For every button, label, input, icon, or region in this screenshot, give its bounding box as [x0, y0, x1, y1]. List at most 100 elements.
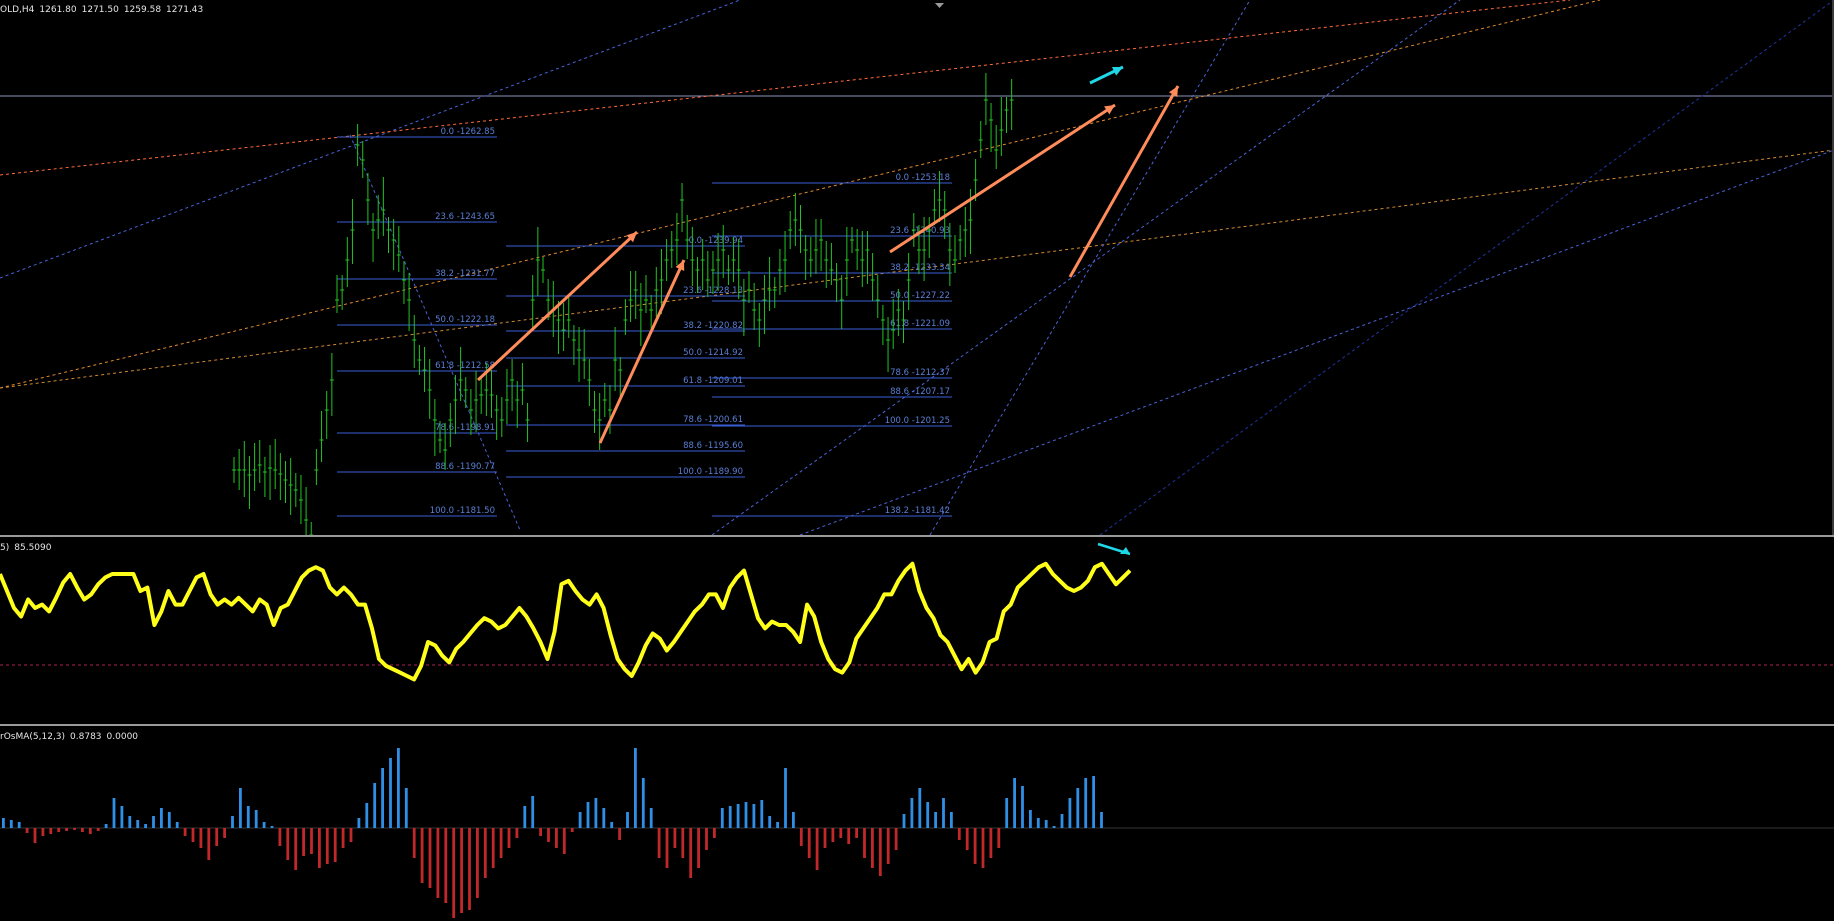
oscillator-pane[interactable]: 5) 85.5090 [0, 538, 1834, 726]
fib-level-label: 78.6 -1212.37 [890, 368, 950, 378]
osma-bar-negative [302, 828, 305, 856]
osma-pane[interactable]: rOsMA(5,12,3) 0.8783 0.0000 [0, 727, 1834, 921]
osma-bar-positive [926, 802, 930, 828]
shift-marker-icon[interactable] [935, 3, 944, 8]
osma-bar-negative [460, 828, 463, 913]
osma-bar-positive [1029, 810, 1032, 828]
osma-bar-positive [602, 808, 606, 828]
osma-bar-positive [1021, 786, 1024, 828]
osma-bar-negative [570, 828, 574, 832]
osma-bar-positive [918, 788, 922, 828]
oscillator-canvas[interactable] [0, 538, 1834, 724]
osma-bar-positive [357, 818, 361, 828]
osma-bar-positive [523, 806, 527, 828]
osma-bar-positive [1044, 820, 1048, 828]
osma-bar-negative [278, 828, 282, 846]
fib-level-label: 100.0 -1201.25 [885, 416, 950, 426]
osma-bar-negative [499, 828, 503, 858]
fib-level-label: 50.0 -1214.92 [683, 348, 743, 358]
trend-line-2[interactable] [0, 0, 1601, 389]
osma-bar-positive [578, 812, 582, 828]
oscillator-header: 5) 85.5090 [0, 543, 56, 553]
trend-line-7[interactable] [1099, 0, 1834, 535]
trend-line-1[interactable] [0, 0, 1571, 176]
fib-level-label: 88.6 -1190.77 [435, 462, 495, 472]
osma-bar-negative [539, 828, 542, 836]
osma-bar-positive [373, 783, 377, 828]
osma-bar-positive [934, 812, 937, 828]
osma-bar-positive [270, 826, 274, 828]
trend-arrow-3[interactable] [1068, 85, 1180, 278]
osma-bar-positive [381, 768, 384, 828]
osma-bar-negative [665, 828, 669, 868]
osma-bar-negative [886, 828, 890, 864]
trend-line-5[interactable] [711, 0, 1461, 535]
osma-bar-negative [878, 828, 882, 876]
osma-bar-negative [444, 828, 448, 903]
osma-bar-negative [705, 828, 708, 850]
osma-bar-negative [341, 828, 345, 848]
osma-bar-negative [815, 828, 819, 870]
osma-bar-negative [515, 828, 519, 838]
osma-bar-positive [144, 824, 147, 828]
osma-bar-negative [452, 828, 456, 918]
symbol-label: OLD,H4 [0, 5, 35, 15]
fib-level-label: 61.8 -1221.09 [890, 319, 950, 329]
fib-level-label: 100.0 -1189.90 [678, 467, 743, 477]
osma-bar-positive [1013, 778, 1016, 828]
fib-level-label: 23.6 -1243.65 [435, 212, 495, 222]
osma-canvas[interactable] [0, 727, 1834, 921]
osma-bar-negative [562, 828, 566, 854]
osma-bar-positive [365, 803, 369, 828]
trend-arrow-0[interactable] [476, 230, 639, 382]
osma-bar-positive [610, 822, 614, 828]
price-chart-canvas[interactable]: 0.0 -1262.85 23.6 -1243.65 38.2 -1231.77 50… [0, 0, 1834, 535]
osma-bar-negative [33, 828, 37, 843]
osma-bar-negative [73, 828, 76, 830]
osma-bar-negative [183, 828, 187, 836]
osma-bar-negative [618, 828, 621, 840]
osma-bar-negative [65, 828, 68, 831]
osma-bar-positive [1036, 818, 1040, 828]
osma-bar-negative [191, 828, 195, 842]
trend-line-6[interactable] [929, 0, 1251, 535]
osma-bar-positive [634, 748, 637, 828]
fib-level-label: 0.0 -1262.85 [441, 127, 495, 137]
osma-bar-positive [1052, 826, 1056, 828]
price-chart-pane[interactable]: OLD,H4 1261.80 1271.50 1259.58 1271.43 0.0 -… [0, 0, 1834, 537]
arrowhead-icon [675, 260, 685, 271]
osma-bar-negative [468, 828, 471, 910]
arrowhead-icon [1104, 105, 1115, 115]
osma-bar-positive [950, 812, 953, 828]
osma-bar-positive [1068, 798, 1072, 828]
price-header: OLD,H4 1261.80 1271.50 1259.58 1271.43 [0, 5, 208, 15]
oscillator-label: 5) [0, 543, 10, 553]
osma-value-2: 0.0000 [106, 732, 139, 742]
osma-bar-positive [160, 808, 163, 828]
osma-bar-positive [17, 822, 21, 828]
osma-bar-positive [942, 798, 945, 828]
oscillator-value: 85.5090 [14, 543, 52, 553]
osma-bar-positive [239, 788, 242, 828]
osma-bar-positive [231, 816, 234, 828]
osma-bar-positive [1092, 776, 1095, 828]
osma-bar-positive [649, 808, 653, 828]
trend-arrow-1[interactable] [598, 259, 686, 444]
arrowhead-icon [1168, 86, 1178, 97]
osma-bar-negative [199, 828, 203, 848]
osma-bar-negative [88, 828, 92, 834]
trend-line-4[interactable] [799, 149, 1834, 535]
osma-bar-positive [594, 798, 598, 828]
trend-arrow-2[interactable] [889, 103, 1116, 254]
osma-bar-negative [49, 828, 53, 834]
fib-level-label: 138.2 -1181.42 [885, 506, 950, 516]
chart-right-edge [1832, 0, 1834, 535]
low-value: 1259.58 [123, 5, 162, 15]
fib-level-label: 50.0 -1227.22 [890, 291, 950, 301]
trend-line-3[interactable] [0, 149, 1834, 389]
arrowhead-icon [626, 232, 637, 243]
osma-bar-negative [223, 828, 226, 838]
osma-bar-negative [349, 828, 353, 842]
osma-bar-positive [792, 812, 795, 828]
osma-bar-negative [823, 828, 827, 848]
